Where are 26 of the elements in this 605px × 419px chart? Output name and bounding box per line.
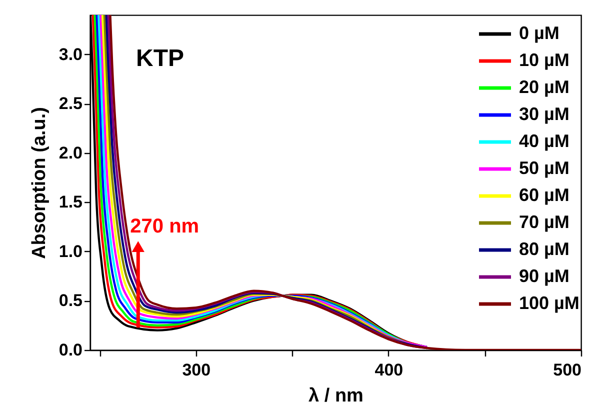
y-axis-title: Absorption (a.u.) (28, 107, 50, 259)
legend-label: 30 µM (519, 104, 570, 124)
legend-label: 90 µM (519, 266, 570, 286)
y-tick-label: 2.5 (58, 94, 82, 114)
legend-label: 100 µM (519, 293, 580, 313)
y-tick-label: 1.5 (58, 192, 82, 212)
y-tick-label: 0.5 (58, 291, 82, 310)
legend-label: 40 µM (519, 131, 570, 151)
y-tick-label: 1.0 (58, 242, 82, 261)
line-series (109, 15, 581, 350)
y-tick-label: 2.0 (58, 143, 82, 162)
legend-label: 0 µM (519, 23, 560, 43)
x-axis-title: λ / nm (308, 386, 364, 406)
legend-label: 20 µM (519, 77, 570, 97)
legend-label: 50 µM (519, 158, 570, 178)
x-tick-label: 500 (553, 360, 582, 380)
annotation: KTP (136, 45, 184, 72)
y-tick-label: 0.0 (58, 340, 82, 360)
x-tick-label: 300 (182, 360, 211, 380)
y-tick-label: 3.0 (58, 44, 82, 64)
x-tick-label: 400 (374, 360, 404, 380)
annotation: 270 nm (130, 216, 200, 238)
legend-label: 60 µM (519, 185, 570, 205)
legend-label: 10 µM (519, 50, 570, 70)
legend-label: 70 µM (519, 212, 570, 232)
legend-label: 80 µM (519, 239, 570, 259)
